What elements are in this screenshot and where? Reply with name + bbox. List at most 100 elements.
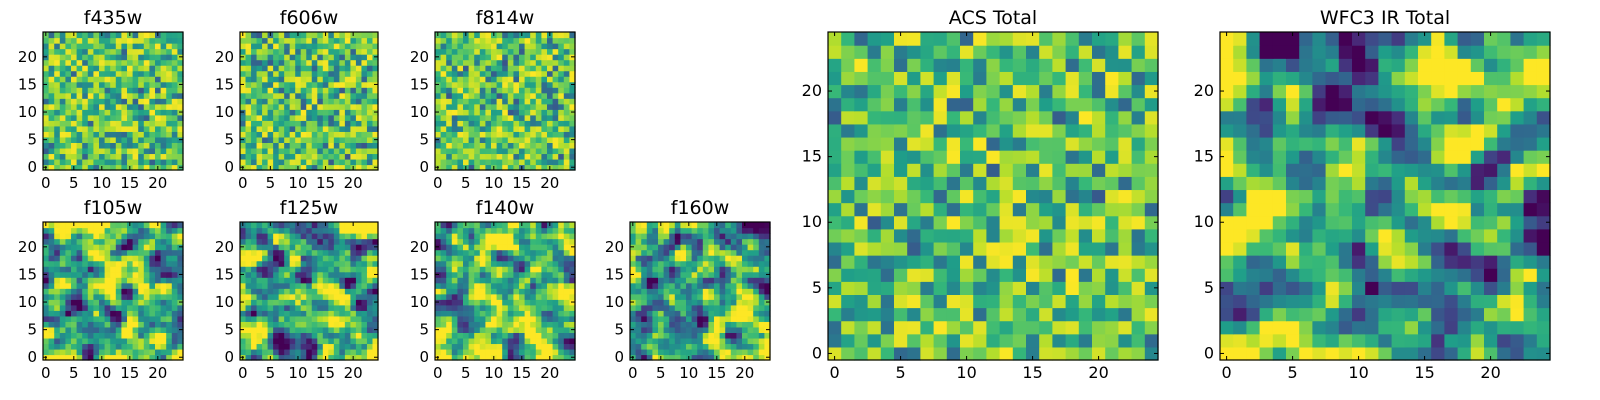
heatmap-cell [674,348,681,356]
heatmap-cell [166,109,173,116]
heatmap-cell [143,266,150,273]
heatmap-cell [451,76,458,83]
heatmap-cell [507,343,514,350]
heatmap-cell [563,343,570,350]
heatmap-cell [166,277,173,284]
heatmap-cell [485,332,492,339]
heatmap-cell [295,76,302,83]
heatmap-cell [635,337,642,345]
heatmap-cell [149,310,156,317]
x-tick-label: 20 [344,174,363,192]
heatmap-cell [361,255,368,262]
heatmap-cell [563,293,570,300]
heatmap-cell [686,233,693,240]
heatmap-cell [361,37,368,44]
heatmap-cell [841,346,855,361]
heatmap-cell [311,288,318,295]
y-tick-label: 10 [410,293,429,311]
heatmap-cell [547,158,554,166]
heatmap-cell [350,310,357,317]
heatmap-cell [674,233,681,240]
heatmap-cell [463,277,470,284]
heatmap-cell [121,158,128,166]
heatmap-cell [530,348,537,356]
heatmap-cell [999,202,1014,217]
heatmap-cell [496,54,503,61]
heatmap-cell [669,299,676,306]
heatmap-cell [933,268,948,282]
heatmap-cell [496,321,503,328]
heatmap-cell [240,131,247,138]
heatmap-cell [48,37,55,44]
heatmap-cell [457,266,464,273]
heatmap-cell [333,222,340,229]
heatmap-cell [311,136,318,143]
heatmap-cell [719,337,726,345]
heatmap-cell [697,321,704,328]
heatmap-cell [635,227,642,234]
heatmap-cell [513,136,520,143]
heatmap-cell [284,37,291,44]
heatmap-cell [440,98,447,105]
heatmap-cell [372,310,379,317]
heatmap-cell [366,343,374,350]
heatmap-cell [322,125,329,132]
heatmap-cell [328,37,335,44]
heatmap-cell [333,32,340,39]
heatmap-cell [451,103,458,110]
heatmap-cell [350,277,357,284]
heatmap-cell [535,343,542,350]
heatmap-cell [708,354,715,361]
heatmap-cell [474,288,481,295]
heatmap-cell [295,153,302,160]
heatmap-cell [519,233,526,240]
heatmap-cell [54,354,61,361]
heatmap-cell [558,87,565,94]
heatmap-cell [451,222,458,229]
heatmap-cell [177,315,184,322]
heatmap-cell [306,98,313,105]
x-tick-label: 0 [238,364,248,382]
heatmap-cell [920,189,935,204]
heatmap-cell [747,304,754,311]
heatmap-cell [262,332,269,339]
heatmap-cell [479,48,486,55]
heatmap-cell [93,158,100,166]
heatmap-cell [317,81,324,88]
heatmap-cell [558,153,565,160]
heatmap-cell [71,332,78,339]
heatmap-cell [339,271,346,278]
heatmap-cell [519,81,526,88]
heatmap-cell [76,326,83,333]
heatmap-cell [960,307,974,322]
heatmap-cell [547,147,554,155]
heatmap-cell [59,114,66,121]
heatmap-cell [87,332,94,339]
heatmap-cell [166,32,173,39]
heatmap-cell [54,238,61,245]
heatmap-cell [82,332,89,339]
heatmap-cell [446,271,453,278]
heatmap-cell [753,249,760,256]
heatmap-cell [702,260,709,267]
heatmap-cell [76,109,83,116]
heatmap-cell [894,163,908,177]
x-tick-label: 10 [288,174,307,192]
heatmap-cell [149,158,156,166]
heatmap-cell [1092,346,1106,361]
heatmap-cell [344,282,351,289]
heatmap-cell [907,320,921,335]
heatmap-cell [284,98,291,105]
heatmap-cell [273,98,280,105]
heatmap-cell [59,32,66,39]
heatmap-cell [680,315,687,322]
heatmap-cell [115,249,122,256]
heatmap-cell [496,282,503,289]
heatmap-cell [742,238,749,245]
heatmap-cell [530,299,537,306]
axes-frame [42,221,184,361]
heatmap-cell [289,299,296,306]
heatmap-cell [278,136,285,143]
heatmap-cell [742,227,749,234]
heatmap-cell [317,282,324,289]
